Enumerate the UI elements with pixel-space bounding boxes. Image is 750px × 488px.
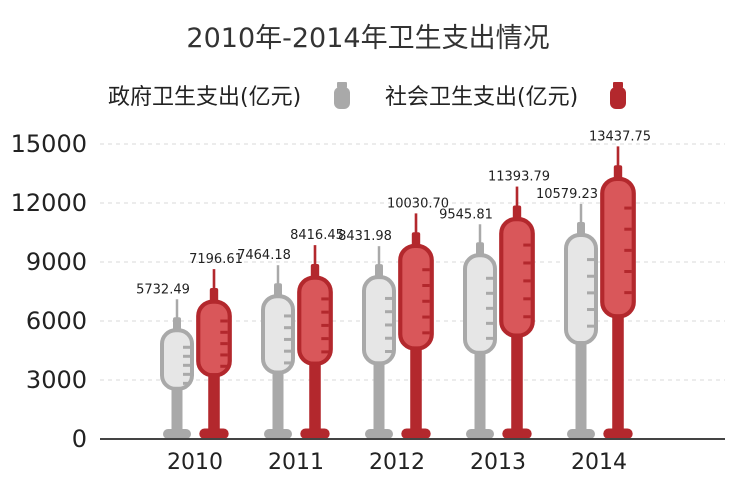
- legend-label-soc: 社会卫生支出(亿元): [385, 85, 578, 110]
- legend-syringe-icon: [337, 82, 347, 88]
- legend-swatch-soc: [610, 82, 626, 109]
- syringe-bar-soc: [398, 213, 434, 439]
- data-label-gov: 9545.81: [439, 207, 493, 222]
- syringe-bar-soc: [499, 186, 535, 439]
- x-tick-label: 2013: [470, 450, 526, 475]
- data-label-gov: 7464.18: [237, 248, 291, 263]
- data-label-soc: 10030.70: [387, 196, 449, 211]
- x-tick-label: 2014: [571, 450, 627, 475]
- y-tick-label: 6000: [26, 307, 87, 335]
- data-label-soc: 8416.45: [290, 228, 344, 243]
- y-tick-label: 12000: [11, 189, 87, 217]
- legend-syringe-icon: [613, 82, 623, 88]
- y-tick-label: 0: [72, 425, 87, 453]
- y-tick-label: 9000: [26, 248, 87, 276]
- syringe-bar-soc: [196, 269, 232, 439]
- legend-swatch-gov: [334, 82, 350, 109]
- data-label-gov: 8431.98: [338, 229, 392, 244]
- data-label-soc: 11393.79: [488, 170, 550, 185]
- syringe-bar-gov: [362, 246, 396, 439]
- syringe-bar-gov: [160, 299, 194, 439]
- syringe-bars: [160, 146, 636, 439]
- data-label-soc: 7196.61: [189, 252, 243, 267]
- x-tick-label: 2012: [369, 450, 425, 475]
- y-tick-label: 3000: [26, 366, 87, 394]
- syringe-bar-gov: [564, 203, 598, 439]
- y-axis-ticks: 0 3000 6000 9000 12000 15000: [11, 130, 87, 453]
- syringe-bar-soc: [297, 245, 333, 439]
- legend: 政府卫生支出(亿元) 社会卫生支出(亿元): [108, 82, 626, 110]
- x-axis-ticks: 2010 2011 2012 2013 2014: [167, 450, 627, 475]
- legend-label-gov: 政府卫生支出(亿元): [108, 85, 301, 110]
- legend-syringe-icon: [334, 87, 350, 109]
- x-tick-label: 2011: [268, 450, 324, 475]
- data-label-gov: 5732.49: [136, 282, 190, 297]
- syringe-bar-soc: [600, 146, 636, 439]
- syringe-bar-gov: [261, 265, 295, 439]
- legend-syringe-icon: [610, 87, 626, 109]
- data-label-soc: 13437.75: [589, 129, 651, 144]
- syringe-bar-gov: [463, 224, 497, 439]
- y-tick-label: 15000: [11, 130, 87, 158]
- x-tick-label: 2010: [167, 450, 223, 475]
- chart-title: 2010年-2014年卫生支出情况: [186, 23, 549, 54]
- data-label-gov: 10579.23: [536, 187, 598, 202]
